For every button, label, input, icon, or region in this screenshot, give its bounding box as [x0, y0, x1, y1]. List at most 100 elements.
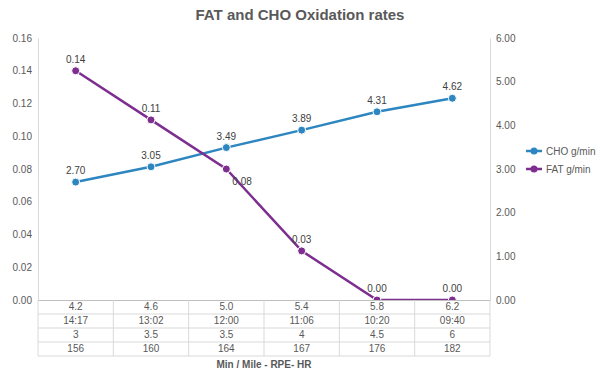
data-label: 0.00	[367, 283, 387, 294]
data-label: 2.70	[66, 165, 86, 176]
table-separator	[264, 300, 265, 356]
axis-line	[490, 39, 491, 301]
tick: 0.00	[13, 295, 38, 306]
tick-label: 4.5	[370, 329, 384, 340]
tick: 5.8	[370, 300, 384, 312]
marker	[222, 144, 230, 152]
tick-label: 0.08	[13, 164, 33, 175]
tick: 0.00	[490, 295, 516, 306]
tick: 3.5	[219, 328, 233, 340]
data-label: 4.62	[443, 81, 463, 92]
tick: 0.16	[13, 33, 38, 44]
tick-label: 0.06	[13, 196, 33, 207]
data-label: 0.03	[292, 234, 312, 245]
tick: 156	[67, 342, 84, 354]
tick: 11:06	[290, 314, 315, 326]
tick: 3	[73, 328, 79, 340]
tick-label: 0.12	[13, 98, 33, 109]
tick: 2.00	[490, 207, 516, 218]
tick: 0.12	[13, 98, 38, 109]
tick-label: 164	[218, 343, 235, 354]
tick: 164	[218, 342, 235, 354]
tick-label: 5.0	[219, 301, 233, 312]
tick-label: 176	[369, 343, 386, 354]
marker	[222, 165, 230, 173]
tick: 0.02	[13, 262, 38, 273]
tick-label: 4.00	[496, 120, 516, 131]
tick-label: 6	[450, 329, 456, 340]
tick-label: 5.4	[295, 301, 309, 312]
tick-label: 4.6	[144, 301, 158, 312]
x-axis: 4.24.65.05.45.86.214:1713:0212:0011:0610…	[38, 300, 491, 356]
tick: 14:17	[63, 314, 88, 326]
tick: 1.00	[490, 251, 516, 262]
tick: 10:20	[364, 314, 389, 326]
title: FAT and CHO Oxidation rates	[196, 6, 405, 23]
tick-label: 6.00	[496, 33, 516, 44]
table-separator	[188, 300, 189, 356]
marker	[147, 116, 155, 124]
marker	[448, 94, 456, 102]
tick-label: 13:02	[138, 315, 163, 326]
data-label: 3.05	[141, 150, 161, 161]
tick: 5.4	[295, 300, 309, 312]
tick: 0.04	[13, 229, 38, 240]
data-label: 3.49	[217, 131, 237, 142]
table-separator	[490, 300, 491, 356]
legend-marker	[531, 166, 538, 173]
tick-label: 0.10	[13, 131, 33, 142]
y2-axis: 0.00 1.00 2.00 3.00 4.00 5.00 6.00	[490, 33, 516, 306]
tick: 6.00	[490, 33, 516, 44]
tick: 3.5	[144, 328, 158, 340]
tick-label: 167	[293, 343, 310, 354]
marker	[448, 296, 456, 300]
series-line	[76, 71, 453, 300]
x-axis-title: Min / Mile - RPE- HR	[217, 359, 313, 370]
legend-item: CHO g/min	[526, 146, 595, 157]
chart: FAT and CHO Oxidation rates0.000.020.040…	[0, 0, 600, 377]
data-label: 4.31	[367, 95, 387, 106]
data-label: 0.11	[142, 103, 161, 114]
marker	[147, 163, 155, 171]
data-label: 0.08	[232, 176, 252, 187]
data-label: 0.00	[443, 283, 463, 294]
tick-label: 0.02	[13, 262, 33, 273]
marker	[373, 296, 381, 300]
tick-label: 3.00	[496, 164, 516, 175]
series-line	[76, 98, 453, 182]
tick-label: 1.00	[496, 251, 516, 262]
marker	[72, 178, 80, 186]
tick-label: 160	[143, 343, 160, 354]
tick-label: 0.16	[13, 33, 33, 44]
tick: 09:40	[440, 314, 465, 326]
tick-label: 09:40	[440, 315, 465, 326]
plot-area	[72, 67, 457, 300]
tick: 0.08	[13, 164, 38, 175]
tick-label: 3.5	[219, 329, 233, 340]
tick-label: 5.00	[496, 76, 516, 87]
marker	[72, 67, 80, 75]
axis-line	[38, 39, 39, 301]
tick-label: 2.00	[496, 207, 516, 218]
tick-label: 5.8	[370, 301, 384, 312]
tick: 0.10	[13, 131, 38, 142]
marker	[298, 126, 306, 134]
tick-label: 3	[73, 329, 79, 340]
legend-label: CHO g/min	[546, 146, 595, 157]
tick-label: 10:20	[364, 315, 389, 326]
tick: 167	[293, 342, 310, 354]
marker	[373, 108, 381, 116]
tick: 4	[299, 328, 305, 340]
tick-label: 4.2	[69, 301, 83, 312]
tick-label: 0.14	[13, 65, 33, 76]
data-label: 3.89	[292, 113, 312, 124]
tick: 3.00	[490, 164, 516, 175]
tick-label: 0.00	[13, 295, 33, 306]
table-separator	[414, 300, 415, 356]
y-axis: 0.00 0.02 0.04 0.06 0.08 0.10 0.12 0.14 0.16	[13, 33, 39, 306]
tick-label: 0.00	[496, 295, 516, 306]
table-separator	[113, 300, 114, 356]
tick: 6	[450, 328, 456, 340]
tick: 4.5	[370, 328, 384, 340]
tick-label: 14:17	[63, 315, 88, 326]
